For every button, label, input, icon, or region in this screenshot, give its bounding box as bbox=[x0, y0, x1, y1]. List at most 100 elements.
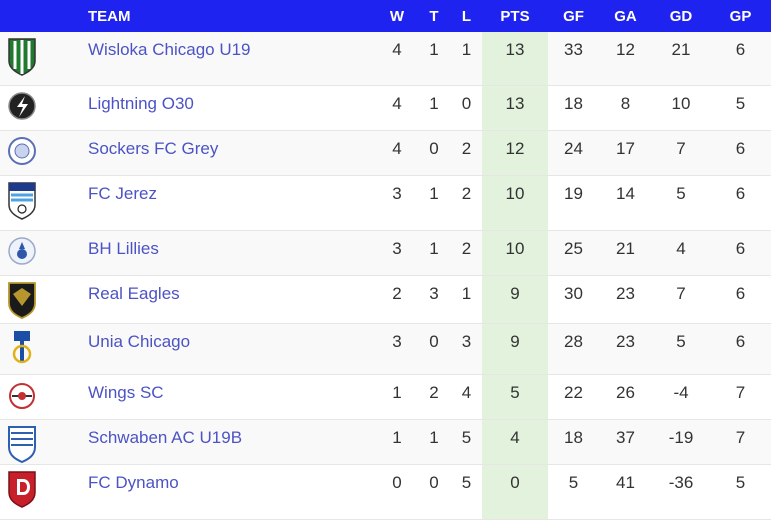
stat-gp: 6 bbox=[710, 275, 771, 323]
team-name-link[interactable]: Unia Chicago bbox=[88, 331, 191, 351]
stat-ga: 23 bbox=[599, 275, 652, 323]
stat-w: 4 bbox=[377, 85, 417, 130]
stat-w: 3 bbox=[377, 323, 417, 374]
stat-gd: 7 bbox=[652, 130, 710, 175]
header-w[interactable]: W bbox=[389, 7, 405, 25]
stat-ga: 41 bbox=[599, 464, 652, 519]
stat-l: 2 bbox=[451, 130, 482, 175]
table-row: Lightning O30 4 1 0 13 18 8 10 5 bbox=[0, 85, 771, 130]
team-name-link[interactable]: FC Dynamo bbox=[88, 472, 179, 492]
wisloka-crest-icon bbox=[8, 38, 36, 76]
stat-gd: 4 bbox=[652, 230, 710, 275]
stat-pts: 5 bbox=[482, 374, 548, 419]
header-gp[interactable]: GP bbox=[729, 7, 752, 25]
stat-gf: 33 bbox=[548, 32, 599, 85]
stat-pts: 10 bbox=[482, 230, 548, 275]
stat-pts: 0 bbox=[482, 464, 548, 519]
header-logo bbox=[0, 0, 78, 32]
team-name-link[interactable]: Wisloka Chicago U19 bbox=[88, 40, 251, 59]
stat-ga: 17 bbox=[599, 130, 652, 175]
stat-t: 1 bbox=[417, 419, 451, 464]
team-name-link[interactable]: Lightning O30 bbox=[88, 93, 194, 113]
stat-l: 0 bbox=[451, 85, 482, 130]
table-row: Unia Chicago 3 0 3 9 28 23 5 6 bbox=[0, 323, 771, 374]
stat-t: 0 bbox=[417, 323, 451, 374]
stat-ga: 14 bbox=[599, 175, 652, 230]
stat-t: 1 bbox=[417, 230, 451, 275]
stat-l: 4 bbox=[451, 374, 482, 419]
stat-gd: -4 bbox=[652, 374, 710, 419]
header-t[interactable]: T bbox=[429, 7, 439, 25]
stat-w: 4 bbox=[377, 32, 417, 85]
table-row: Schwaben AC U19B 1 1 5 4 18 37 -19 7 bbox=[0, 419, 771, 464]
stat-pts: 9 bbox=[482, 275, 548, 323]
header-ga[interactable]: GA bbox=[614, 7, 637, 25]
stat-gf: 5 bbox=[548, 464, 599, 519]
unia-crest-icon bbox=[12, 330, 32, 363]
team-name-link[interactable]: Sockers FC Grey bbox=[88, 138, 219, 158]
header-l[interactable]: L bbox=[461, 7, 472, 25]
header-team[interactable]: TEAM bbox=[88, 7, 131, 25]
stat-t: 2 bbox=[417, 374, 451, 419]
stat-gf: 24 bbox=[548, 130, 599, 175]
stat-gp: 6 bbox=[710, 32, 771, 85]
stat-t: 1 bbox=[417, 32, 451, 85]
stat-gd: 21 bbox=[652, 32, 710, 85]
dynamo-crest-icon bbox=[8, 470, 36, 508]
stat-pts: 13 bbox=[482, 85, 548, 130]
stat-l: 2 bbox=[451, 230, 482, 275]
header-gd[interactable]: GD bbox=[669, 7, 693, 25]
team-name-link[interactable]: Real Eagles bbox=[88, 283, 180, 303]
stat-gf: 22 bbox=[548, 374, 599, 419]
table-row: FC Jerez 3 1 2 10 19 14 5 6 bbox=[0, 175, 771, 230]
stat-gf: 30 bbox=[548, 275, 599, 323]
stat-w: 4 bbox=[377, 130, 417, 175]
stat-gf: 19 bbox=[548, 175, 599, 230]
stat-w: 3 bbox=[377, 175, 417, 230]
stat-l: 5 bbox=[451, 464, 482, 519]
wings-crest-icon bbox=[9, 382, 35, 409]
stat-gf: 18 bbox=[548, 419, 599, 464]
stat-t: 1 bbox=[417, 175, 451, 230]
team-name-link[interactable]: Schwaben AC U19B bbox=[88, 427, 243, 447]
stat-gd: 5 bbox=[652, 323, 710, 374]
table-row: Wisloka Chicago U19 4 1 1 13 33 12 21 6 bbox=[0, 32, 771, 85]
stat-gf: 25 bbox=[548, 230, 599, 275]
stat-gf: 28 bbox=[548, 323, 599, 374]
stat-w: 1 bbox=[377, 419, 417, 464]
jerez-crest-icon bbox=[8, 181, 36, 220]
table-row: Sockers FC Grey 4 0 2 12 24 17 7 6 bbox=[0, 130, 771, 175]
stat-pts: 9 bbox=[482, 323, 548, 374]
stat-w: 1 bbox=[377, 374, 417, 419]
lightning-crest-icon bbox=[8, 91, 36, 120]
table-row: Wings SC 1 2 4 5 22 26 -4 7 bbox=[0, 374, 771, 419]
stat-gd: -36 bbox=[652, 464, 710, 519]
team-name-link[interactable]: BH Lillies bbox=[88, 238, 159, 258]
header-row: TEAM W T L PTS GF GA GD GP bbox=[0, 0, 771, 32]
stat-ga: 8 bbox=[599, 85, 652, 130]
stat-ga: 12 bbox=[599, 32, 652, 85]
stat-l: 2 bbox=[451, 175, 482, 230]
stat-gp: 7 bbox=[710, 419, 771, 464]
stat-gp: 6 bbox=[710, 323, 771, 374]
stat-ga: 21 bbox=[599, 230, 652, 275]
table-row: Real Eagles 2 3 1 9 30 23 7 6 bbox=[0, 275, 771, 323]
header-pts[interactable]: PTS bbox=[500, 7, 530, 25]
team-name-link[interactable]: Wings SC bbox=[88, 382, 164, 402]
stat-ga: 23 bbox=[599, 323, 652, 374]
stat-l: 5 bbox=[451, 419, 482, 464]
header-gf[interactable]: GF bbox=[563, 7, 584, 25]
schwaben-crest-icon bbox=[8, 425, 36, 463]
stat-pts: 12 bbox=[482, 130, 548, 175]
sockers-crest-icon bbox=[8, 136, 36, 165]
stat-gd: 5 bbox=[652, 175, 710, 230]
stat-pts: 13 bbox=[482, 32, 548, 85]
stat-ga: 37 bbox=[599, 419, 652, 464]
stat-w: 2 bbox=[377, 275, 417, 323]
stat-t: 0 bbox=[417, 130, 451, 175]
team-name-link[interactable]: FC Jerez bbox=[88, 183, 157, 203]
stat-w: 3 bbox=[377, 230, 417, 275]
stat-gp: 6 bbox=[710, 130, 771, 175]
stat-gd: -19 bbox=[652, 419, 710, 464]
